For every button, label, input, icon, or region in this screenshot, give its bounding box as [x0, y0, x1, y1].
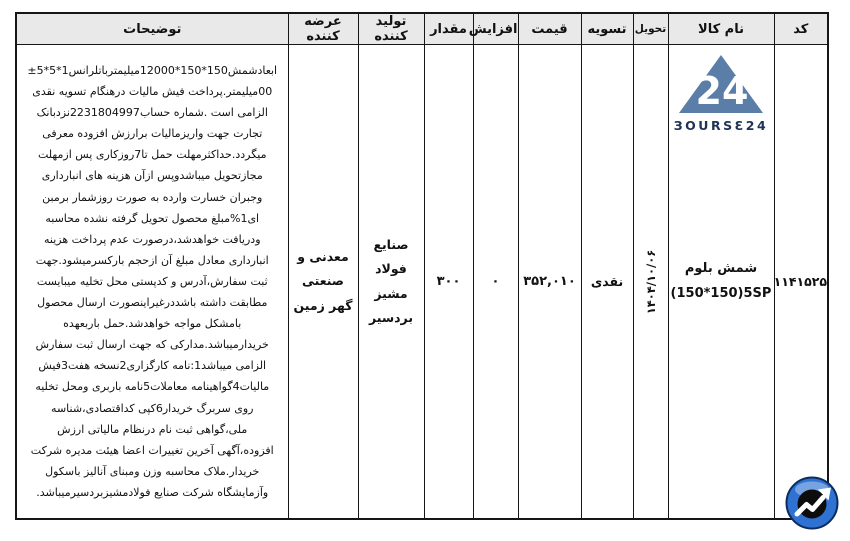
logo-number: 24 [696, 69, 749, 113]
delivery-date: ۱۴۰۴/۱۰/۰۶ [643, 249, 658, 314]
increase-value: ۰ [491, 274, 500, 289]
column-header-code: کد [773, 12, 829, 45]
column-header-producer: تولید کننده [357, 12, 425, 45]
product-name-fa: شمش بلوم [684, 261, 758, 277]
product-spec: (150*150)5SP [670, 285, 772, 301]
cell-code: ۱۱۴۱۵۲۵ [773, 44, 829, 520]
producer-value: صنایع فولاد مشیز بردسیر [368, 236, 414, 325]
bourse24-triangle-icon: 24 [679, 55, 763, 113]
cell-supplier: معدنی و صنعتی گهر زمین [287, 44, 359, 520]
code-value: ۱۱۴۱۵۲۵ [773, 274, 827, 289]
cell-quantity: ۳۰۰ [423, 44, 474, 520]
cell-increase: ۰ [472, 44, 519, 520]
column-header-notes: توضیحات [15, 12, 289, 45]
cell-product: 24 ЗOURSƐ24 شمش بلوم (150*150)5SP [667, 44, 775, 520]
column-header-supplier: عرضه کننده [287, 12, 359, 45]
supplier-value: معدنی و صنعتی گهر زمین [293, 248, 353, 313]
cell-price: ۳۵۲,۰۱۰ [517, 44, 582, 520]
settlement-value: نقدی [590, 274, 624, 289]
cell-producer: صنایع فولاد مشیز بردسیر [357, 44, 425, 520]
bourse24-logo: 24 ЗOURSƐ24 [669, 53, 774, 133]
column-header-price: قیمت [517, 12, 582, 45]
column-header-delivery: تحویل [632, 12, 669, 45]
cell-notes: ابعادشمش150*150*12000میلیمترباتلرانس1*5*… [15, 44, 289, 520]
commodity-offer-table: کد نام کالا تحویل تسویه قیمت افزایش مقدا… [15, 12, 829, 520]
product-name: شمش بلوم (150*150)5SP [669, 257, 774, 305]
column-header-quantity: مقدار [423, 12, 474, 45]
price-value: ۳۵۲,۰۱۰ [523, 274, 576, 289]
column-header-settlement: تسویه [580, 12, 634, 45]
market-trend-icon [785, 476, 839, 530]
table-header-row: کد نام کالا تحویل تسویه قیمت افزایش مقدا… [15, 12, 829, 45]
cell-delivery: ۱۴۰۴/۱۰/۰۶ [632, 44, 669, 520]
quantity-value: ۳۰۰ [436, 274, 461, 289]
bourse24-wordmark: ЗOURSƐ24 [673, 118, 769, 133]
table-row: ۱۱۴۱۵۲۵ 24 ЗOURSƐ24 شمش بلوم (150*150)5S… [15, 44, 829, 520]
cell-settlement: نقدی [580, 44, 634, 520]
column-header-product: نام کالا [667, 12, 775, 45]
column-header-increase: افزایش [469, 12, 519, 45]
notes-text: ابعادشمش150*150*12000میلیمترباتلرانس1*5*… [27, 64, 278, 499]
